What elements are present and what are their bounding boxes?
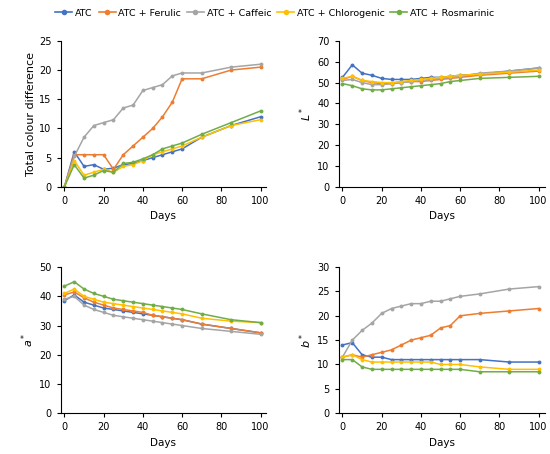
Y-axis label: $b^*$: $b^*$ (298, 333, 314, 348)
X-axis label: Days: Days (428, 212, 454, 222)
Y-axis label: $L^*$: $L^*$ (298, 107, 315, 121)
X-axis label: Days: Days (151, 438, 177, 448)
X-axis label: Days: Days (428, 438, 454, 448)
Legend: ATC, ATC + Ferulic, ATC + Caffeic, ATC + Chlorogenic, ATC + Rosmarinic: ATC, ATC + Ferulic, ATC + Caffeic, ATC +… (52, 5, 498, 21)
Y-axis label: $a^*$: $a^*$ (20, 333, 36, 347)
X-axis label: Days: Days (151, 212, 177, 222)
Y-axis label: Total colour difference: Total colour difference (26, 52, 36, 176)
